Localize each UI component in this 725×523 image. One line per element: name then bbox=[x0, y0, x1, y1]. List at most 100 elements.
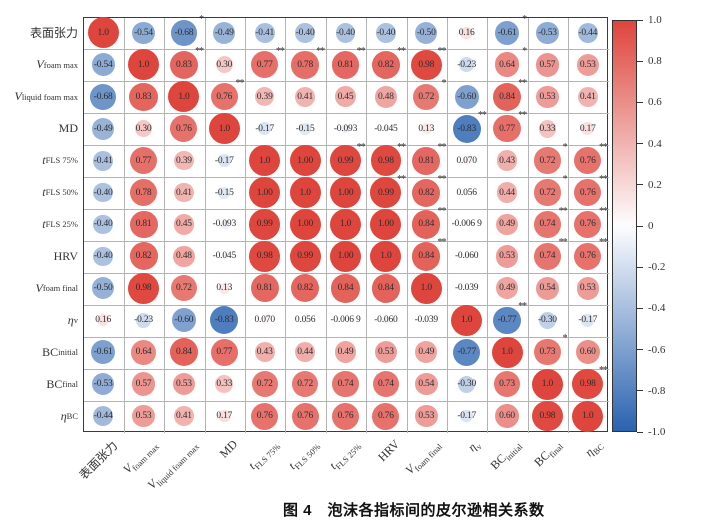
correlation-value: 0.81 bbox=[418, 155, 435, 166]
matrix-cell: 0.76 ** bbox=[568, 142, 608, 177]
correlation-circle bbox=[452, 114, 481, 143]
correlation-value: -0.40 bbox=[336, 27, 355, 38]
matrix-cell: 0.30 bbox=[204, 49, 244, 81]
matrix-cell: 0.99 bbox=[245, 209, 285, 241]
matrix-cell: 0.98 ** bbox=[568, 365, 608, 400]
matrix-cell: -0.40 bbox=[83, 240, 123, 272]
correlation-value: 0.53 bbox=[579, 59, 596, 70]
correlation-circle bbox=[258, 122, 272, 136]
matrix-cell: 1.0 bbox=[527, 368, 567, 400]
grid-line-vertical bbox=[123, 18, 125, 433]
matrix-cell: 0.82 ** bbox=[406, 174, 446, 209]
correlation-circle bbox=[581, 122, 595, 136]
correlation-circle bbox=[462, 188, 471, 197]
matrix-cell: 0.84 bbox=[366, 272, 406, 304]
correlation-value: 0.30 bbox=[135, 123, 152, 134]
correlation-circle bbox=[289, 208, 321, 240]
matrix-cell: 0.41 bbox=[568, 81, 608, 113]
correlation-value: 0.45 bbox=[176, 219, 192, 230]
matrix-cell: 0.41 bbox=[285, 81, 325, 113]
correlation-circle bbox=[463, 285, 470, 292]
colorbar-tick bbox=[637, 225, 643, 227]
correlation-circle bbox=[370, 208, 402, 240]
matrix-cell: -0.60 bbox=[446, 81, 486, 113]
correlation-circle bbox=[462, 252, 471, 261]
matrix-cell: -0.039 bbox=[446, 272, 486, 304]
correlation-value: -0.30 bbox=[538, 315, 557, 326]
colorbar-tick bbox=[637, 307, 643, 309]
matrix-cell: -0.53 bbox=[83, 368, 123, 400]
y-axis-label: t FLS 25% bbox=[42, 216, 78, 231]
correlation-value: 0.16 bbox=[95, 315, 112, 326]
correlation-value: 1.0 bbox=[501, 347, 513, 358]
matrix-cell: 1.00 bbox=[245, 177, 285, 209]
matrix-cell: 0.78 bbox=[123, 177, 163, 209]
matrix-cell: 0.77 ** bbox=[245, 46, 285, 81]
correlation-circle bbox=[132, 404, 155, 428]
correlation-value: 1.0 bbox=[218, 123, 230, 134]
significance-stars: ** bbox=[356, 45, 366, 57]
matrix-cell: 0.74 ** bbox=[527, 237, 568, 272]
x-axis-label: tFLS 75% bbox=[245, 441, 283, 473]
correlation-value: 0.77 bbox=[135, 155, 152, 166]
correlation-circle bbox=[335, 23, 356, 43]
correlation-circle bbox=[581, 313, 595, 327]
correlation-circle bbox=[382, 125, 390, 132]
matrix-cell: 0.77 bbox=[204, 336, 244, 368]
correlation-circle bbox=[129, 82, 158, 111]
correlation-circle bbox=[208, 113, 240, 145]
correlation-circle bbox=[576, 53, 600, 77]
correlation-value: 0.82 bbox=[135, 251, 152, 262]
matrix-cell: 0.77 ** bbox=[487, 110, 527, 145]
x-axis-label: Vfoam final bbox=[402, 441, 444, 477]
correlation-circle bbox=[87, 17, 119, 49]
matrix-cell: 0.76 ** bbox=[568, 174, 608, 209]
correlation-circle bbox=[291, 274, 320, 303]
matrix-cell: 0.98 ** bbox=[406, 46, 446, 81]
matrix-cell: -0.15 bbox=[204, 177, 244, 209]
correlation-value: 0.98 bbox=[377, 155, 394, 166]
significance-stars: ** bbox=[356, 141, 366, 153]
correlation-value: -0.77 bbox=[457, 347, 477, 358]
matrix-cell: 0.13 bbox=[204, 272, 244, 304]
correlation-value: 1.00 bbox=[297, 219, 314, 230]
significance-stars: ** bbox=[518, 301, 527, 313]
matrix-cell: 0.57 bbox=[527, 49, 567, 81]
correlation-value: 0.43 bbox=[256, 347, 273, 358]
correlation-circle bbox=[173, 245, 195, 268]
x-axis-label: tFLS 25% bbox=[326, 441, 364, 473]
correlation-value: -0.30 bbox=[457, 379, 477, 390]
correlation-circle bbox=[572, 400, 604, 432]
correlation-value: 1.0 bbox=[461, 315, 473, 326]
correlation-value: -0.15 bbox=[295, 123, 315, 134]
correlation-circle bbox=[372, 370, 400, 398]
matrix-cell: -0.53 bbox=[527, 17, 567, 49]
correlation-value: 1.00 bbox=[256, 187, 273, 198]
correlation-circle bbox=[250, 274, 279, 303]
correlation-value: 0.41 bbox=[579, 91, 596, 102]
correlation-circle bbox=[536, 21, 559, 45]
correlation-value: 0.76 bbox=[256, 411, 273, 422]
correlation-circle bbox=[423, 317, 430, 324]
correlation-circle bbox=[576, 277, 600, 300]
colorbar-tick bbox=[637, 101, 643, 103]
grid-line-horizontal bbox=[84, 81, 609, 83]
correlation-circle bbox=[334, 341, 357, 364]
correlation-circle bbox=[129, 210, 158, 239]
correlation-value: 0.41 bbox=[297, 91, 314, 102]
correlation-value: 0.16 bbox=[458, 27, 475, 38]
matrix-cell: 1.0 bbox=[204, 113, 244, 145]
correlation-value: 0.77 bbox=[216, 347, 233, 358]
correlation-circle bbox=[344, 318, 347, 322]
grid-line-vertical bbox=[164, 18, 166, 433]
y-axis-label: t FLS 50% bbox=[42, 185, 78, 200]
matrix-cell: -0.060 bbox=[446, 240, 486, 272]
matrix-cell: 0.43 bbox=[245, 336, 285, 368]
correlation-circle bbox=[299, 122, 312, 135]
matrix-cell: -0.006 9 bbox=[446, 209, 486, 241]
matrix-cell: 0.60 bbox=[568, 336, 608, 368]
matrix-cell: 0.84 ** bbox=[406, 206, 446, 241]
matrix-cell: 0.53 bbox=[487, 240, 527, 272]
correlation-circle bbox=[535, 53, 560, 77]
correlation-value: 0.72 bbox=[176, 283, 192, 294]
